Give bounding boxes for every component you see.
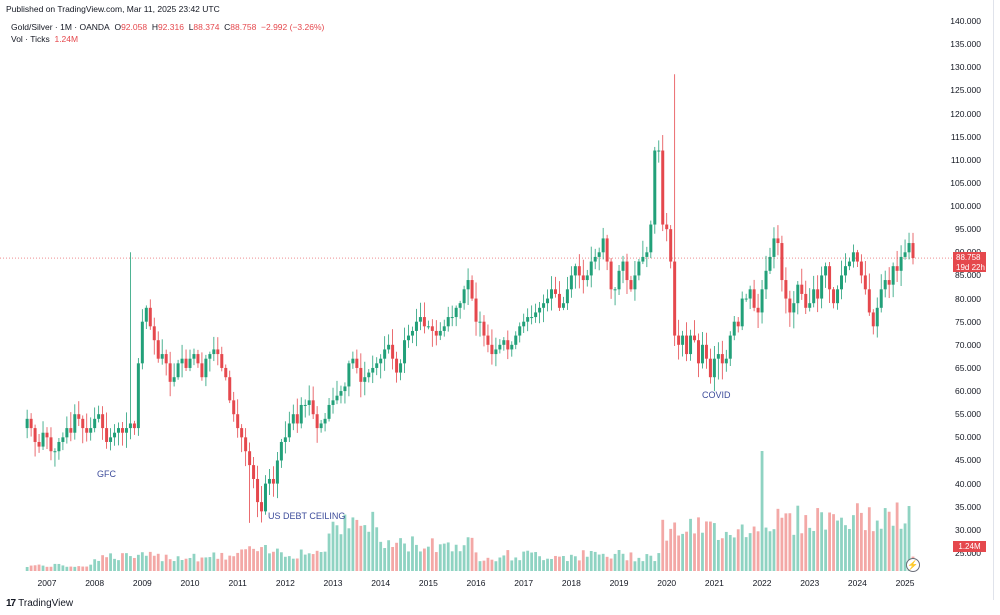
close-value: 88.758 [230, 22, 257, 32]
time-axis-tick: 2023 [800, 578, 820, 588]
tradingview-mark-icon: 17 [6, 598, 16, 609]
annotation-covid: COVID [702, 390, 731, 400]
time-axis-tick: 2022 [752, 578, 772, 588]
last-price-value: 88.758 [956, 253, 981, 262]
chart-legend: Gold/Silver · 1M · OANDA O92.058 H92.316… [11, 21, 324, 45]
time-axis-tick: 2016 [466, 578, 486, 588]
time-axis-tick: 2010 [180, 578, 200, 588]
time-axis-tick: 2015 [418, 578, 438, 588]
time-axis-tick: 2020 [657, 578, 677, 588]
price-axis-tick: 85.000 [955, 270, 981, 281]
low-label: L [188, 22, 194, 32]
time-axis-tick: 2024 [847, 578, 867, 588]
annotation-gfc: GFC [97, 469, 116, 479]
high-label: H [151, 22, 158, 32]
price-axis-tick: 30.000 [955, 524, 981, 535]
price-axis-tick: 135.000 [950, 39, 981, 50]
time-axis-tick: 2008 [85, 578, 105, 588]
price-axis-tick: 70.000 [955, 339, 981, 350]
price-axis-tick: 115.000 [950, 131, 981, 142]
open-value: 92.058 [121, 22, 148, 32]
ohlc-row: Gold/Silver · 1M · OANDA O92.058 H92.316… [11, 21, 324, 33]
tradingview-logo[interactable]: 17 TradingView [6, 598, 73, 609]
price-axis-tick: 110.000 [950, 154, 981, 165]
time-axis-tick: 2012 [275, 578, 295, 588]
volume-label[interactable]: Vol · Ticks [11, 34, 50, 44]
change-value: −2.992 (−3.26%) [261, 22, 325, 32]
published-note: Published on TradingView.com, Mar 11, 20… [6, 4, 220, 14]
price-axis-tick: 95.000 [955, 224, 981, 235]
time-axis-tick: 2021 [704, 578, 724, 588]
price-axis-tick: 50.000 [955, 432, 981, 443]
time-axis-tick: 2017 [514, 578, 534, 588]
time-axis-tick: 2007 [37, 578, 57, 588]
low-value: 88.374 [193, 22, 220, 32]
time-axis-tick: 2013 [323, 578, 343, 588]
price-axis-tick: 60.000 [955, 386, 981, 397]
time-axis-tick: 2009 [132, 578, 152, 588]
time-axis-tick: 2025 [895, 578, 915, 588]
volume-row: Vol · Ticks 1.24M [11, 33, 324, 45]
price-axis-tick: 120.000 [950, 108, 981, 119]
open-label: O [114, 22, 122, 32]
price-axis-tick: 140.000 [950, 16, 981, 26]
price-axis-tick: 35.000 [955, 501, 981, 512]
price-axis-tick: 80.000 [955, 293, 981, 304]
price-axis-tick: 25.000 [955, 547, 981, 558]
symbol-label[interactable]: Gold/Silver · 1M · OANDA [11, 22, 110, 32]
last-price-tag: 88.758 19d 22h [953, 252, 986, 272]
price-axis-tick: 75.000 [955, 316, 981, 327]
price-axis-tick: 65.000 [955, 362, 981, 373]
annotation-us-debt-ceiling: US DEBT CEILING [268, 511, 346, 521]
brand-name: TradingView [18, 598, 74, 609]
time-axis-tick: 2011 [228, 578, 247, 588]
bar-countdown: 19d 22h [956, 262, 985, 272]
price-axis-tick: 45.000 [955, 455, 981, 466]
volume-value: 1.24M [54, 34, 79, 44]
time-axis-tick: 2019 [609, 578, 629, 588]
high-value: 92.316 [157, 22, 184, 32]
price-axis-tick: 40.000 [955, 478, 981, 489]
lightning-icon[interactable]: ⚡ [906, 558, 920, 572]
price-axis-tick: 55.000 [955, 409, 981, 420]
price-axis-tick: 100.000 [950, 201, 981, 212]
last-volume-tag: 1.24M [953, 541, 986, 552]
time-axis-tick: 2014 [371, 578, 391, 588]
price-axis-tick: 105.000 [950, 177, 981, 188]
price-axis-tick: 130.000 [950, 62, 981, 73]
time-axis-tick: 2018 [561, 578, 581, 588]
price-axis-tick: 125.000 [950, 85, 981, 96]
price-axis-border [993, 0, 994, 600]
close-label: C [224, 22, 231, 32]
